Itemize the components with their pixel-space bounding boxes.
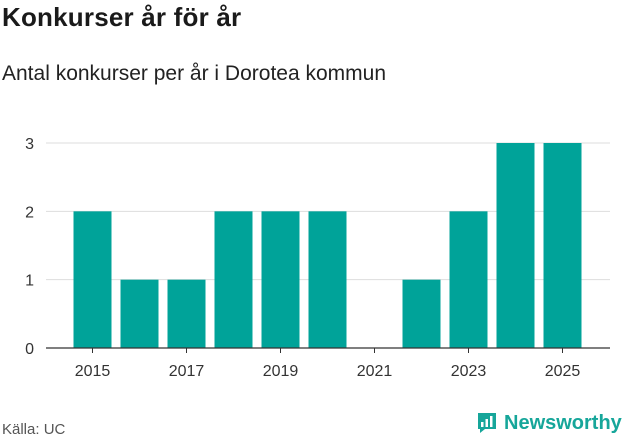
y-tick-label-0: 0 (25, 341, 34, 358)
y-tick-label-1: 1 (25, 273, 34, 290)
y-tick-label-3: 3 (25, 136, 34, 153)
bar-2016 (120, 279, 159, 348)
bar-2022 (402, 279, 441, 348)
bar-2020 (308, 211, 347, 348)
brand-name: Newsworthy (504, 411, 622, 434)
bar-2025 (543, 143, 582, 348)
y-tick-label-2: 2 (25, 204, 34, 221)
x-tick-label-2017: 2017 (169, 363, 205, 380)
x-tick-label-2023: 2023 (451, 363, 487, 380)
x-tick-label-2021: 2021 (357, 363, 393, 380)
chart-subtitle: Antal konkurser per år i Dorotea kommun (2, 62, 386, 85)
bar-2024 (496, 143, 535, 348)
bar-2019 (261, 211, 300, 348)
bar-2023 (449, 211, 488, 348)
newsworthy-logo-icon (478, 413, 496, 433)
bar-2017 (167, 279, 206, 348)
bar-chart: 0 1 2 3 2015 2017 2019 2021 2023 2025 (25, 136, 610, 380)
bar-2018 (214, 211, 253, 348)
x-tick-label-2019: 2019 (263, 363, 299, 380)
x-tick-label-2025: 2025 (545, 363, 581, 380)
bar-2015 (73, 211, 112, 348)
source-note: Källa: UC (2, 421, 66, 438)
chart-title: Konkurser år för år (2, 2, 242, 32)
brand[interactable]: Newsworthy (476, 408, 622, 438)
x-tick-label-2015: 2015 (75, 363, 111, 380)
